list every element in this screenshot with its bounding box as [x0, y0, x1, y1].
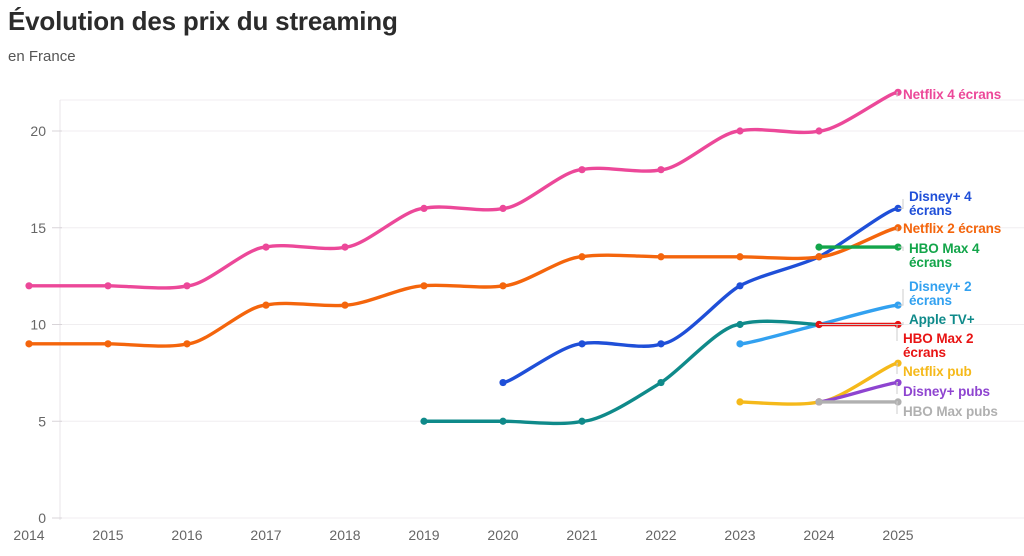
label-connector: [896, 362, 898, 374]
series-point[interactable]: [104, 282, 112, 290]
label-connector: [896, 401, 898, 414]
series-point[interactable]: [578, 417, 586, 425]
series-point[interactable]: [420, 204, 428, 212]
x-tick-label: 2015: [92, 527, 123, 543]
series-point[interactable]: [183, 282, 191, 290]
series-point[interactable]: [262, 243, 270, 251]
series-point[interactable]: [657, 166, 665, 174]
series-label-disney-pubs[interactable]: Disney+ pubs: [903, 384, 990, 399]
series-label-netflix-2-crans[interactable]: Netflix 2 écrans: [903, 221, 1002, 236]
series-line: [422, 319, 821, 426]
series-point[interactable]: [578, 340, 586, 348]
series-point[interactable]: [499, 282, 507, 290]
x-tick-label: 2021: [566, 527, 597, 543]
y-tick-label: 15: [30, 220, 46, 236]
x-tick-label: 2019: [408, 527, 439, 543]
y-tick-label: 0: [38, 510, 46, 526]
x-axis: 2014 2015 2016 2017 2018 2019 2020 2021 2022 2023…: [13, 527, 913, 543]
x-tick-label: 2018: [329, 527, 360, 543]
series-label-disney-4-crans[interactable]: Disney+ 4 écrans: [909, 189, 972, 218]
x-tick-label: 2024: [803, 527, 834, 543]
y-tick-label: 5: [38, 413, 46, 429]
series-label-netflix-pub[interactable]: Netflix pub: [903, 364, 972, 379]
x-tick-label: 2017: [250, 527, 281, 543]
series-label-apple-tv[interactable]: Apple TV+: [909, 312, 975, 327]
x-tick-label: 2022: [645, 527, 676, 543]
series-line: [738, 361, 900, 406]
x-tick-label: 2016: [171, 527, 202, 543]
series-point[interactable]: [420, 417, 428, 425]
series-point[interactable]: [736, 282, 744, 290]
y-tick-label: 10: [30, 317, 46, 333]
series-point[interactable]: [736, 340, 744, 348]
page-title: Évolution des prix du streaming: [8, 6, 398, 36]
series-point[interactable]: [736, 127, 744, 135]
y-axis: 0 5 10 15 20: [30, 123, 62, 526]
series-point[interactable]: [815, 127, 823, 135]
series-point[interactable]: [736, 398, 744, 406]
series-point[interactable]: [578, 253, 586, 261]
series-point[interactable]: [104, 340, 112, 348]
series-point[interactable]: [815, 398, 823, 406]
label-connector: [896, 324, 898, 341]
label-connector: [819, 322, 904, 325]
series-point[interactable]: [736, 320, 744, 329]
series-point[interactable]: [736, 253, 744, 261]
series-point[interactable]: [499, 204, 507, 212]
series-point[interactable]: [815, 243, 823, 251]
x-tick-label: 2025: [882, 527, 913, 543]
label-connector: [898, 199, 904, 209]
x-tick-label: 2020: [487, 527, 518, 543]
page-subtitle: en France: [8, 48, 76, 65]
series-label-hbo-max-pubs[interactable]: HBO Max pubs: [903, 404, 998, 419]
series-point[interactable]: [341, 243, 349, 251]
label-connector: [898, 246, 904, 251]
series-point[interactable]: [499, 378, 507, 387]
x-tick-label: 2014: [13, 527, 44, 543]
series-label-disney-2-crans[interactable]: Disney+ 2 écrans: [909, 279, 972, 308]
label-connector: [896, 91, 898, 97]
series-point[interactable]: [25, 340, 33, 348]
series-label-hbo-max-2-crans[interactable]: HBO Max 2 écrans: [903, 331, 974, 360]
series-point[interactable]: [499, 417, 507, 425]
y-tick-label: 20: [30, 123, 46, 139]
series-label-netflix-4-crans[interactable]: Netflix 4 écrans: [903, 87, 1002, 102]
series-point[interactable]: [420, 282, 428, 290]
series-point[interactable]: [657, 253, 665, 261]
series-label-hbo-max-4-crans[interactable]: HBO Max 4 écrans: [909, 241, 980, 270]
series-point[interactable]: [578, 166, 586, 174]
label-connector: [896, 227, 898, 231]
label-connector: [896, 382, 898, 394]
series-point[interactable]: [657, 378, 665, 387]
series-point[interactable]: [815, 253, 823, 261]
series-point[interactable]: [262, 301, 270, 309]
series-point[interactable]: [341, 301, 349, 309]
x-tick-label: 2023: [724, 527, 755, 543]
series-point[interactable]: [183, 340, 191, 348]
series-line: [501, 206, 900, 385]
label-connectors: [819, 91, 904, 414]
series-lines: [25, 88, 902, 426]
series-point[interactable]: [25, 282, 33, 290]
label-connector: [898, 289, 904, 306]
series-point[interactable]: [657, 340, 665, 348]
